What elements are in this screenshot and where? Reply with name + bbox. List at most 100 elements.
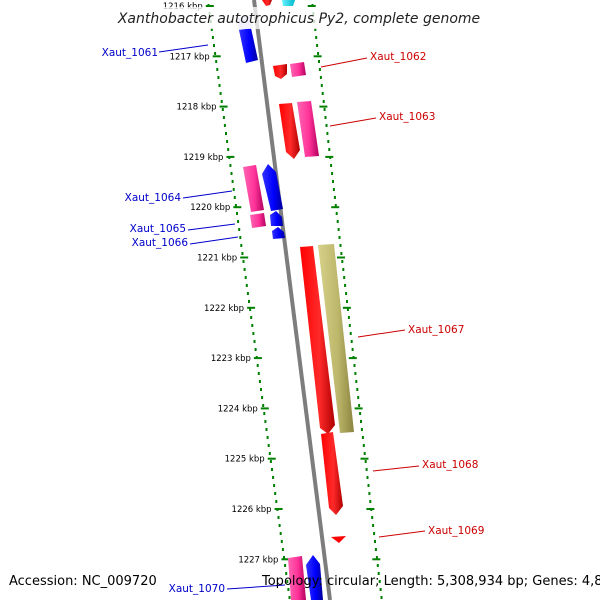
right-boundary-dot [337, 228, 340, 231]
right-boundary-dot [345, 292, 348, 295]
right-boundary-dot [377, 572, 380, 575]
right-boundary-dot [340, 252, 343, 255]
right-boundary-dot [339, 244, 342, 247]
right-boundary-dot [342, 268, 345, 271]
left-boundary-dot [256, 364, 259, 367]
left-boundary-dot [220, 100, 223, 103]
gene-arrow-xaut-1061 [239, 28, 258, 63]
right-boundary-dot [323, 108, 326, 111]
left-boundary-dot [283, 556, 285, 559]
right-boundary-dot [374, 540, 376, 543]
left-boundary-dot [251, 324, 254, 327]
left-boundary-dot [233, 196, 236, 199]
right-boundary-dot [375, 556, 378, 559]
right-boundary-dot [315, 36, 318, 39]
left-boundary-dot [249, 308, 252, 311]
right-boundary-dot [349, 332, 352, 335]
right-boundary-dot [321, 92, 324, 95]
left-boundary-dot [229, 164, 232, 167]
gene-arrow-xaut-1064b [262, 164, 283, 211]
left-boundary-dot [268, 452, 271, 455]
left-boundary-dot [281, 548, 284, 551]
gene-label[interactable]: Xaut_1069 [428, 525, 484, 537]
gene-arrow-xaut-1070 [288, 556, 306, 600]
left-boundary-dot [221, 108, 224, 111]
right-boundary-dot [348, 324, 351, 327]
right-boundary-dot [373, 532, 376, 535]
map-title: Xanthobacter autotrophicus Py2, complete… [117, 11, 480, 27]
right-boundary-dot [376, 564, 379, 567]
gene-label[interactable]: Xaut_1062 [370, 51, 426, 63]
kbp-tick-label: 1223 kbp [211, 354, 251, 364]
gene-arrow-xaut-1070b [306, 555, 323, 600]
right-boundary-dot [332, 188, 335, 191]
left-boundary-dot [267, 444, 270, 447]
right-boundary-dot [369, 500, 372, 503]
left-boundary-dot [245, 284, 248, 287]
kbp-tick-label: 1227 kbp [238, 555, 278, 565]
gene-label[interactable]: Xaut_1068 [422, 459, 478, 471]
right-boundary-dot [333, 196, 336, 199]
title-backdrop [100, 7, 500, 29]
left-boundary-dot [248, 300, 250, 303]
left-boundary-dot [217, 76, 220, 79]
gene-arrow-xaut-1067b [318, 244, 354, 433]
gene-label[interactable]: Xaut_1070 [169, 583, 225, 595]
gene-label[interactable]: Xaut_1061 [102, 47, 158, 59]
gene-arrow-xaut-1063 [279, 103, 300, 159]
right-boundary-dot [355, 380, 358, 383]
gene-label[interactable]: Xaut_1064 [125, 192, 182, 204]
right-boundary-dot [351, 348, 354, 351]
left-boundary-dot [262, 404, 265, 407]
left-boundary-dot [236, 212, 238, 215]
gene-label[interactable]: Xaut_1066 [132, 237, 189, 249]
accession-text: Accession: NC_009720 [9, 574, 157, 589]
left-boundary-dot [215, 60, 218, 63]
right-boundary-dot [325, 124, 328, 127]
left-boundary-dot [241, 252, 244, 255]
right-boundary-dot [350, 340, 353, 343]
gene-arrow [262, 0, 272, 6]
left-boundary-dot [261, 396, 264, 399]
left-boundary-dot [214, 52, 217, 55]
kbp-tick-label: 1219 kbp [183, 153, 223, 163]
right-boundary-dot [331, 172, 334, 175]
gene-labels-right: Xaut_1062 Xaut_1063 Xaut_1067 Xaut_1068 … [370, 51, 484, 537]
left-boundary-dot [265, 428, 268, 431]
left-boundary-dot [225, 132, 227, 135]
gene-label[interactable]: Xaut_1067 [408, 324, 464, 336]
kbp-tick-label: 1221 kbp [197, 254, 237, 264]
left-boundary-dot [213, 44, 215, 47]
topology-text: Topology: circular; Length: 5,308,934 bp… [262, 574, 600, 589]
gene-labels-left: Xaut_1061 Xaut_1064 Xaut_1065 Xaut_1066 … [102, 47, 225, 595]
right-boundary-dot [371, 516, 374, 519]
right-boundary-dot [380, 596, 383, 599]
left-boundary-dot [278, 524, 281, 527]
right-boundary-dot [318, 60, 320, 63]
left-boundary-dot [250, 316, 253, 319]
left-boundary-dot [244, 276, 247, 279]
gene-label[interactable]: Xaut_1063 [379, 111, 435, 123]
gene-label[interactable]: Xaut_1065 [130, 223, 186, 235]
right-boundary-dot [330, 164, 333, 167]
right-boundary-dot [324, 116, 327, 119]
left-boundary-dot [252, 332, 255, 335]
right-boundary-dot [347, 316, 350, 319]
left-boundary-dot [264, 420, 267, 423]
gene-arrow-xaut-1062b [290, 62, 306, 77]
right-boundary-dot [343, 276, 346, 279]
left-boundary-dot [210, 28, 213, 31]
gene-arrow-xaut-1062 [273, 64, 287, 79]
kbp-tick-label: 1225 kbp [225, 455, 265, 465]
left-boundary-dot [274, 492, 277, 495]
right-boundary-dot [326, 132, 329, 135]
left-boundary-dot [216, 68, 219, 71]
right-boundary-dot [335, 212, 338, 215]
left-boundary-dot [272, 476, 275, 479]
right-boundary-dot [358, 404, 361, 407]
right-boundary-dot [346, 308, 349, 311]
left-boundary-dot [230, 172, 233, 175]
right-boundary-dot [357, 396, 360, 399]
left-boundary-dot [287, 588, 290, 591]
